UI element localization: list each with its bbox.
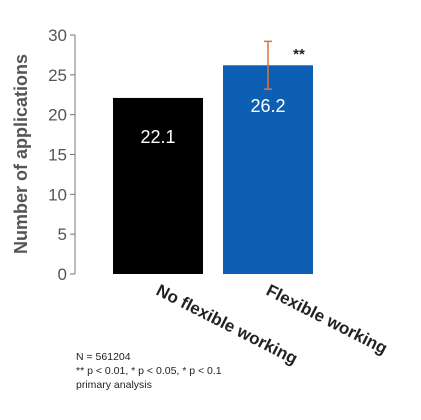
y-tick-label: 25 xyxy=(48,66,67,85)
y-tick-label: 5 xyxy=(58,225,67,244)
bar-value-label: 22.1 xyxy=(140,127,175,147)
y-axis-title: Number of applications xyxy=(11,54,31,254)
bar-value-label: 26.2 xyxy=(250,96,285,116)
analysis-note: primary analysis xyxy=(76,379,152,391)
significance-marker: ** xyxy=(293,46,305,63)
bar xyxy=(113,97,203,274)
sample-size-note: N = 561204 xyxy=(76,351,131,363)
y-tick-label: 0 xyxy=(58,265,67,284)
y-tick-label: 30 xyxy=(48,26,67,45)
y-tick-label: 15 xyxy=(48,146,67,165)
bar xyxy=(223,65,313,274)
y-tick-label: 20 xyxy=(48,106,67,125)
y-tick-label: 10 xyxy=(48,185,67,204)
faint-value-label: 22.1 xyxy=(356,130,387,147)
chart-footnotes: N = 561204 ** p < 0.01, * p < 0.05, * p … xyxy=(76,350,222,392)
significance-key-note: ** p < 0.01, * p < 0.05, * p < 0.1 xyxy=(76,365,222,377)
